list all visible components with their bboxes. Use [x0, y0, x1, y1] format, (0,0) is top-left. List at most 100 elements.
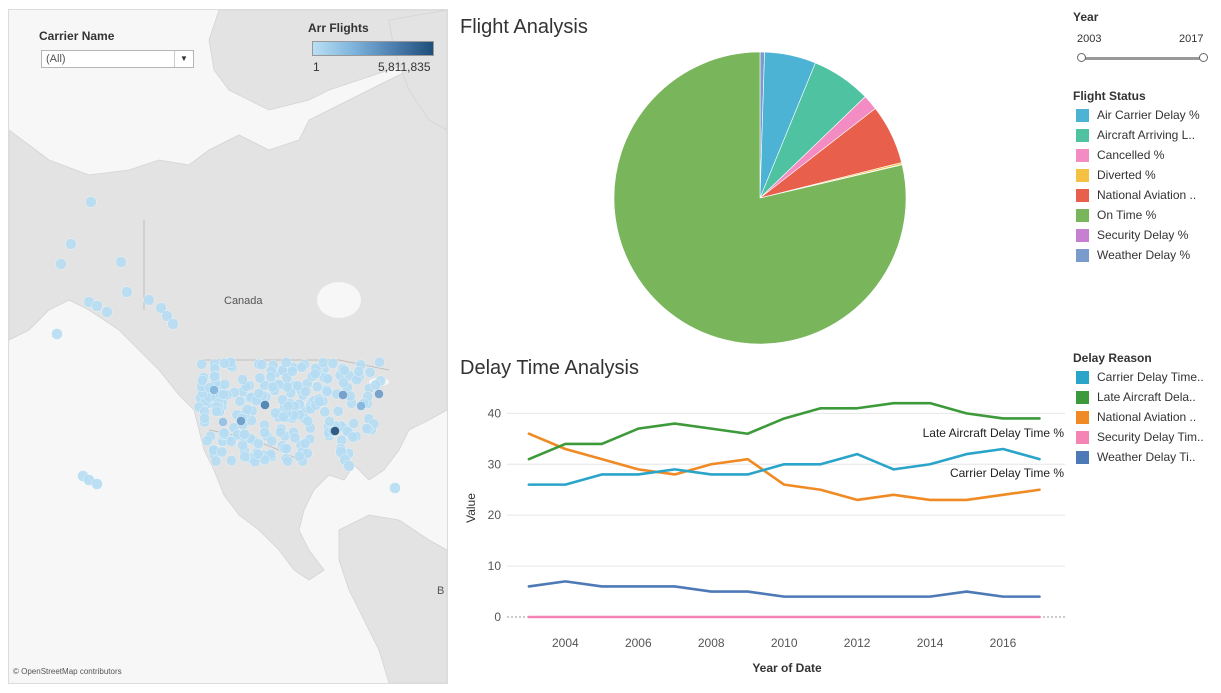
airport-marker[interactable]	[218, 427, 230, 439]
airport-marker[interactable]	[289, 432, 301, 444]
airport-marker[interactable]	[85, 196, 97, 208]
airport-marker[interactable]	[218, 417, 228, 427]
flight-status-legend-item[interactable]: Cancelled %	[1076, 145, 1216, 165]
airport-marker[interactable]	[287, 365, 298, 377]
airport-marker[interactable]	[311, 381, 323, 393]
airport-marker[interactable]	[321, 386, 333, 397]
airport-marker[interactable]	[253, 438, 264, 450]
airport-marker[interactable]	[277, 411, 289, 423]
airport-marker[interactable]	[374, 389, 384, 399]
delay-time-line-chart[interactable]: Value Year of Date 0 10 20 30 40 2004 2006 2008…	[460, 390, 1070, 685]
series-line[interactable]	[527, 447, 1041, 486]
airport-marker[interactable]	[266, 435, 278, 447]
airport-marker[interactable]	[121, 286, 133, 298]
flight-status-legend-item[interactable]: On Time %	[1076, 205, 1216, 225]
airport-marker[interactable]	[374, 356, 385, 368]
pie-slice[interactable]	[613, 51, 907, 345]
delay-reason-legend-item[interactable]: Weather Delay Ti..	[1076, 447, 1216, 467]
airport-marker[interactable]	[361, 423, 373, 434]
airport-marker[interactable]	[332, 405, 344, 417]
airport-marker[interactable]	[211, 406, 222, 417]
airport-marker[interactable]	[327, 358, 339, 369]
airport-marker[interactable]	[161, 310, 173, 322]
airport-marker[interactable]	[260, 400, 270, 410]
delay-reason-legend-item[interactable]: Carrier Delay Time..	[1076, 367, 1216, 387]
airport-marker[interactable]	[300, 386, 312, 397]
delay-reason-legend-item[interactable]: National Aviation ..	[1076, 407, 1216, 427]
airport-marker[interactable]	[265, 371, 277, 383]
airport-marker[interactable]	[353, 366, 365, 377]
airport-marker[interactable]	[343, 460, 355, 472]
airport-marker[interactable]	[280, 357, 292, 368]
series-line[interactable]	[527, 401, 1041, 461]
airport-marker[interactable]	[199, 413, 210, 424]
delay-reason-legend-item[interactable]: Late Aircraft Dela..	[1076, 387, 1216, 407]
airport-marker[interactable]	[275, 426, 286, 438]
airport-marker[interactable]	[309, 368, 321, 380]
airport-marker[interactable]	[252, 448, 264, 460]
delay-reason-legend-item[interactable]: Security Delay Tim..	[1076, 427, 1216, 447]
airport-marker[interactable]	[314, 396, 325, 407]
airport-marker[interactable]	[155, 302, 167, 314]
airport-marker[interactable]	[216, 446, 228, 458]
airport-marker[interactable]	[292, 380, 304, 392]
map-panel[interactable]: Canada B Carrier Name (All) ▼ Arr Flight…	[8, 9, 448, 684]
airport-marker[interactable]	[282, 455, 294, 467]
flight-status-legend-item[interactable]: Weather Delay %	[1076, 245, 1216, 265]
airport-marker[interactable]	[317, 357, 329, 369]
airport-marker[interactable]	[319, 406, 331, 418]
airport-marker[interactable]	[322, 373, 333, 385]
airport-marker[interactable]	[348, 418, 360, 429]
carrier-filter-dropdown[interactable]: (All) ▼	[41, 50, 194, 68]
airport-marker[interactable]	[209, 371, 220, 382]
airport-marker[interactable]	[210, 455, 222, 467]
series-line[interactable]	[527, 432, 1041, 502]
airport-marker[interactable]	[55, 258, 67, 270]
airport-marker[interactable]	[167, 318, 179, 330]
airport-marker[interactable]	[259, 427, 270, 438]
airport-marker[interactable]	[237, 374, 248, 385]
year-slider-start-handle[interactable]	[1077, 53, 1086, 62]
airport-marker[interactable]	[254, 372, 266, 384]
airport-marker[interactable]	[91, 300, 103, 312]
airport-marker[interactable]	[296, 361, 308, 373]
flight-status-legend-item[interactable]: Air Carrier Delay %	[1076, 105, 1216, 125]
airport-marker[interactable]	[256, 359, 268, 371]
flight-status-legend-item[interactable]: National Aviation ..	[1076, 185, 1216, 205]
airport-marker[interactable]	[237, 439, 249, 451]
airport-marker[interactable]	[293, 450, 305, 462]
airport-marker[interactable]	[226, 455, 237, 466]
airport-marker[interactable]	[330, 426, 340, 436]
map-canvas[interactable]	[9, 10, 447, 683]
year-slider-end-handle[interactable]	[1199, 53, 1208, 62]
airport-marker[interactable]	[282, 400, 294, 412]
airport-marker[interactable]	[218, 389, 230, 400]
airport-marker[interactable]	[267, 381, 279, 393]
airport-marker[interactable]	[324, 416, 335, 427]
airport-marker[interactable]	[143, 294, 155, 306]
flight-status-legend-item[interactable]: Aircraft Arriving L..	[1076, 125, 1216, 145]
airport-marker[interactable]	[370, 379, 382, 391]
airport-marker[interactable]	[347, 431, 359, 443]
airport-marker[interactable]	[339, 365, 350, 376]
year-slider-track[interactable]	[1081, 57, 1207, 60]
airport-marker[interactable]	[209, 385, 219, 395]
airport-marker[interactable]	[196, 358, 208, 370]
airport-marker[interactable]	[201, 435, 213, 447]
airport-marker[interactable]	[197, 374, 208, 386]
airport-marker[interactable]	[219, 357, 230, 369]
airport-marker[interactable]	[253, 388, 265, 399]
airport-marker[interactable]	[91, 478, 103, 490]
airport-marker[interactable]	[219, 379, 231, 390]
flight-analysis-pie-chart[interactable]	[610, 48, 910, 348]
airport-marker[interactable]	[115, 256, 127, 268]
airport-marker[interactable]	[101, 306, 113, 318]
airport-marker[interactable]	[389, 482, 401, 494]
airport-marker[interactable]	[225, 436, 237, 447]
flight-status-legend-item[interactable]: Security Delay %	[1076, 225, 1216, 245]
airport-marker[interactable]	[239, 451, 251, 463]
airport-marker[interactable]	[338, 377, 349, 389]
airport-marker[interactable]	[65, 238, 77, 250]
airport-marker[interactable]	[234, 396, 246, 407]
airport-marker[interactable]	[236, 416, 246, 426]
